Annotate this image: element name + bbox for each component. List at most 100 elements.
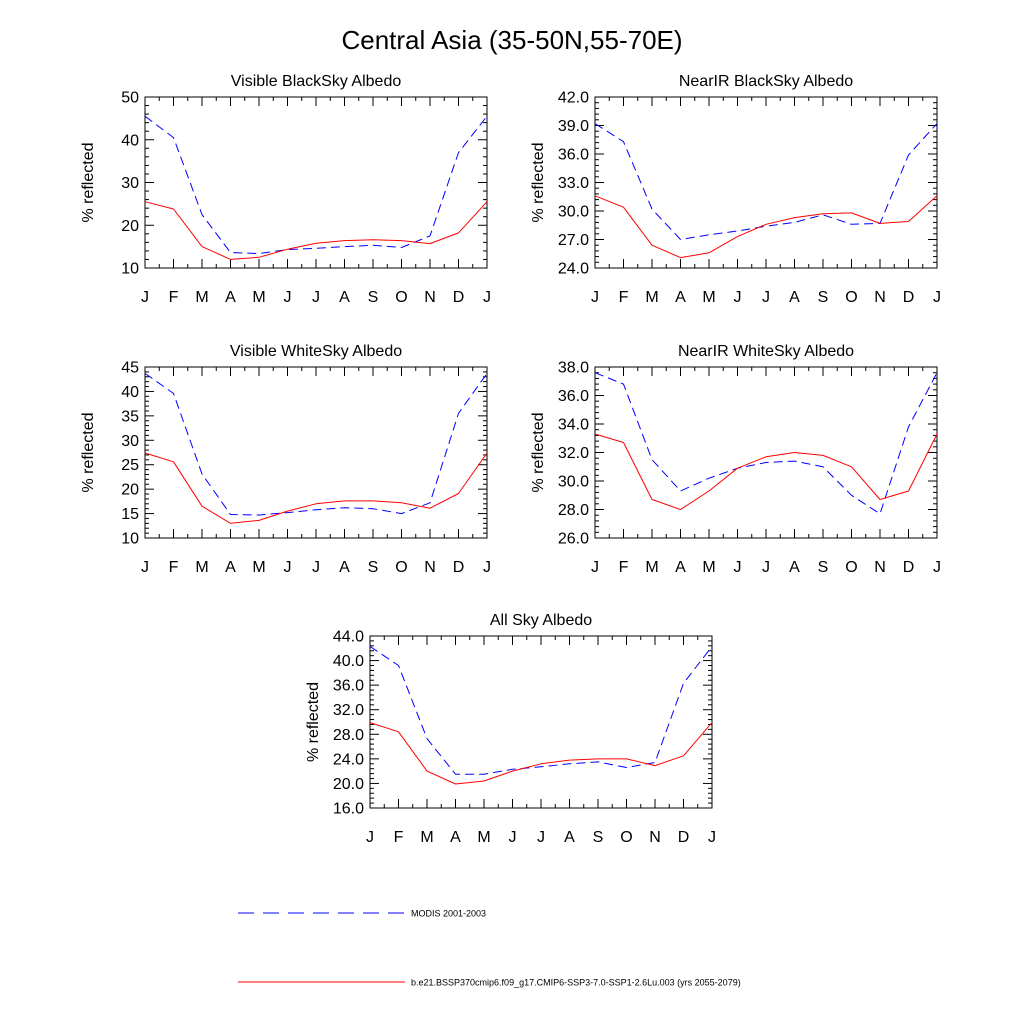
y-tick-label: 28.0 xyxy=(558,502,589,519)
y-tick-label: 40 xyxy=(121,132,139,149)
y-tick-label: 26.0 xyxy=(558,531,589,548)
x-tick-label: J xyxy=(509,829,517,846)
y-axis-label: % reflected xyxy=(80,142,97,222)
x-tick-label: M xyxy=(645,559,658,576)
y-tick-label: 16.0 xyxy=(333,801,364,818)
y-tick-label: 32.0 xyxy=(558,445,589,462)
chart-panel-2: NearIR BlackSky Albedo % reflected 24.0 27.… xyxy=(530,73,941,306)
y-tick-label: 30 xyxy=(121,175,139,192)
y-tick-label: 33.0 xyxy=(558,175,589,192)
x-tick-label: A xyxy=(564,829,575,846)
y-tick-label: 10 xyxy=(121,531,139,548)
y-tick-label: 27.0 xyxy=(558,232,589,249)
x-tick-label: S xyxy=(368,289,379,306)
x-tick-label: M xyxy=(702,559,715,576)
x-tick-label: M xyxy=(252,289,265,306)
x-tick-label: O xyxy=(620,829,632,846)
y-tick-label: 36.0 xyxy=(333,678,364,695)
legend: MODIS 2001-2003 b.e21.BSSP370cmip6.f09_g… xyxy=(238,909,741,988)
y-tick-label: 36.0 xyxy=(558,388,589,405)
x-tick-label: J xyxy=(483,559,491,576)
x-tick-label: A xyxy=(339,559,350,576)
y-axis-label: % reflected xyxy=(530,412,547,492)
x-tick-label: D xyxy=(453,559,465,576)
panel-title: All Sky Albedo xyxy=(490,612,592,629)
y-tick-label: 50 xyxy=(121,90,139,107)
plot-frame xyxy=(369,635,713,809)
x-tick-label: S xyxy=(818,289,829,306)
legend-label-model: b.e21.BSSP370cmip6.f09_g17.CMIP6-SSP3-7.… xyxy=(411,978,741,988)
series-line-model xyxy=(594,195,938,259)
y-tick-label: 30.0 xyxy=(558,474,589,491)
series-line-modis xyxy=(144,372,488,516)
y-tick-label: 39.0 xyxy=(558,118,589,135)
x-tick-label: J xyxy=(284,289,292,306)
x-tick-label: J xyxy=(312,559,320,576)
x-tick-label: J xyxy=(284,559,292,576)
x-tick-label: J xyxy=(366,829,374,846)
x-tick-label: M xyxy=(477,829,490,846)
y-axis-label: % reflected xyxy=(530,142,547,222)
y-axis-label: % reflected xyxy=(80,412,97,492)
x-tick-label: F xyxy=(394,829,404,846)
x-tick-label: S xyxy=(593,829,604,846)
x-tick-label: N xyxy=(649,829,661,846)
y-tick-label: 20.0 xyxy=(333,776,364,793)
x-tick-label: A xyxy=(789,289,800,306)
x-tick-label: F xyxy=(619,289,629,306)
series-line-model xyxy=(144,452,488,524)
y-tick-label: 44.0 xyxy=(333,629,364,646)
x-tick-label: J xyxy=(762,289,770,306)
legend-label-modis: MODIS 2001-2003 xyxy=(411,909,486,919)
y-tick-label: 15 xyxy=(121,506,139,523)
chart-panels: Visible BlackSky Albedo % reflected 10 20 30… xyxy=(80,73,941,846)
x-tick-label: N xyxy=(874,559,886,576)
x-tick-label: S xyxy=(818,559,829,576)
y-tick-label: 40 xyxy=(121,384,139,401)
x-tick-label: N xyxy=(424,289,436,306)
series-line-modis xyxy=(144,115,488,254)
x-tick-label: A xyxy=(789,559,800,576)
y-tick-label: 32.0 xyxy=(333,702,364,719)
x-tick-label: D xyxy=(903,559,915,576)
x-tick-label: F xyxy=(169,559,179,576)
y-tick-label: 20 xyxy=(121,482,139,499)
x-tick-label: J xyxy=(708,829,716,846)
x-tick-label: M xyxy=(252,559,265,576)
x-tick-label: J xyxy=(537,829,545,846)
x-tick-label: A xyxy=(675,289,686,306)
y-tick-label: 38.0 xyxy=(558,360,589,377)
x-tick-label: D xyxy=(678,829,690,846)
y-tick-label: 34.0 xyxy=(558,417,589,434)
x-tick-label: N xyxy=(874,289,886,306)
series-line-modis xyxy=(594,372,938,515)
x-tick-label: J xyxy=(734,559,742,576)
plot-frame xyxy=(594,366,938,539)
x-tick-label: A xyxy=(675,559,686,576)
x-tick-label: J xyxy=(933,289,941,306)
x-tick-label: O xyxy=(845,289,857,306)
x-tick-label: A xyxy=(339,289,350,306)
x-tick-label: N xyxy=(424,559,436,576)
y-tick-label: 36.0 xyxy=(558,147,589,164)
series-line-modis xyxy=(594,123,938,240)
panel-title: Visible WhiteSky Albedo xyxy=(230,343,402,360)
chart-panel-1: Visible BlackSky Albedo % reflected 10 20 30… xyxy=(80,73,491,306)
y-tick-label: 40.0 xyxy=(333,653,364,670)
series-line-modis xyxy=(369,645,713,775)
x-tick-label: A xyxy=(225,289,236,306)
y-tick-label: 10 xyxy=(121,261,139,278)
x-tick-label: J xyxy=(591,559,599,576)
figure-title: Central Asia (35-50N,55-70E) xyxy=(341,25,682,55)
y-tick-label: 24.0 xyxy=(333,751,364,768)
y-tick-label: 30.0 xyxy=(558,204,589,221)
x-tick-label: O xyxy=(845,559,857,576)
panel-title: Visible BlackSky Albedo xyxy=(231,73,402,90)
y-tick-label: 30 xyxy=(121,433,139,450)
panel-title: NearIR WhiteSky Albedo xyxy=(678,343,854,360)
x-tick-label: M xyxy=(195,289,208,306)
y-tick-label: 25 xyxy=(121,457,139,474)
plot-frame xyxy=(594,96,938,269)
x-tick-label: M xyxy=(420,829,433,846)
